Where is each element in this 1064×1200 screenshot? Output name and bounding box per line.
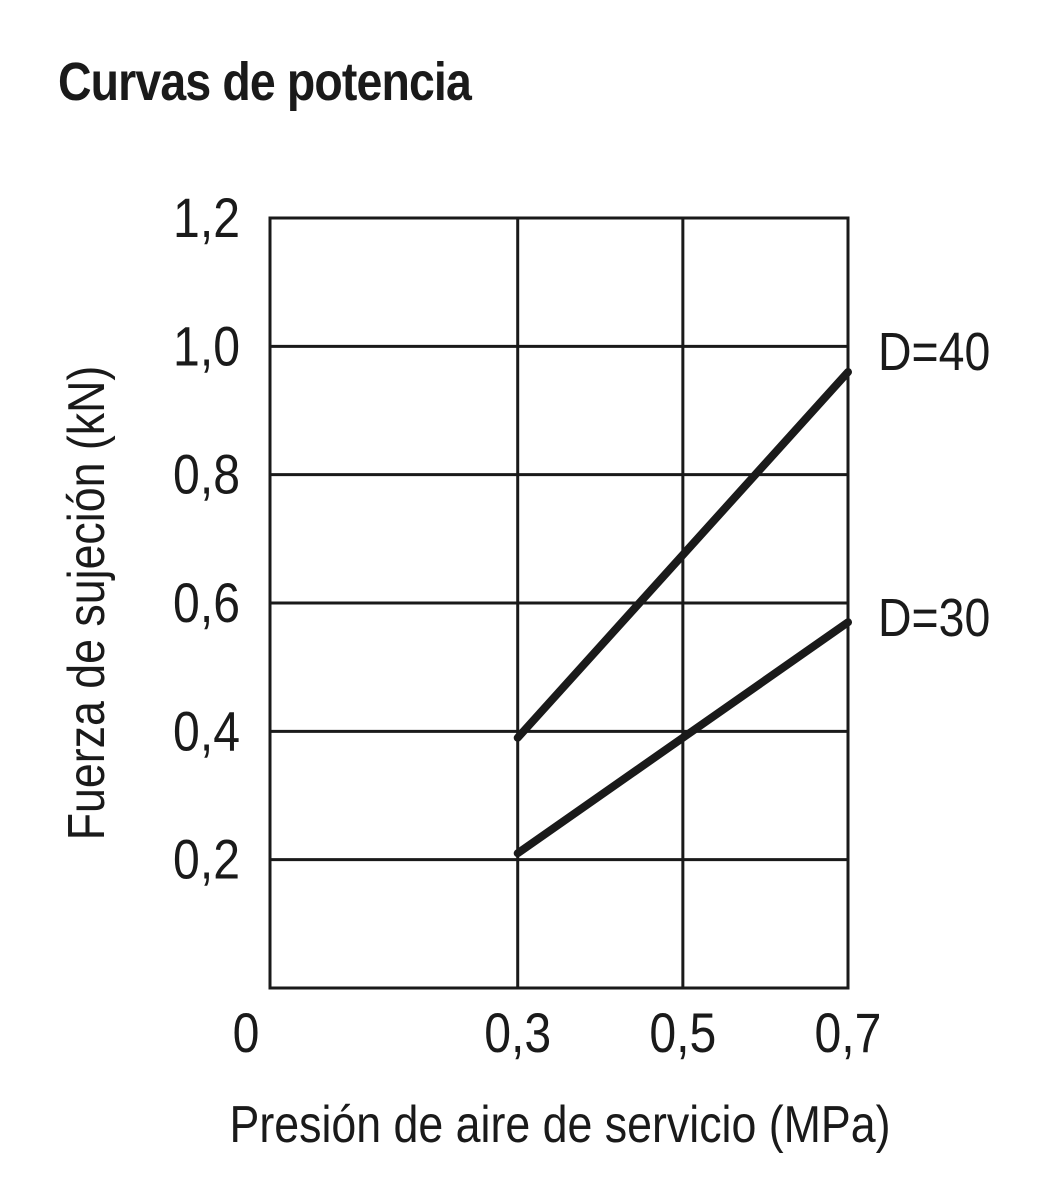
y-tick-label: 0,2 <box>173 829 240 891</box>
plot-border <box>268 216 850 990</box>
series-lines <box>513 368 852 858</box>
x-tick-label: 0 <box>233 1003 260 1065</box>
plot-frame <box>268 216 850 990</box>
x-tick-label: 0,7 <box>815 1003 882 1065</box>
y-tick-label: 1,0 <box>173 316 240 378</box>
chart-title: Curvas de potencia <box>58 52 472 112</box>
x-tick-label: 0,5 <box>649 1003 716 1065</box>
series-line-d-30 <box>513 618 852 858</box>
x-axis-label: Presión de aire de servicio (MPa) <box>230 1096 891 1154</box>
grid <box>270 216 848 988</box>
x-tick-labels: 0 0,3 0,5 0,7 <box>233 1003 882 1065</box>
y-tick-labels: 0,2 0,4 0,6 0,8 1,0 1,2 <box>173 188 240 892</box>
series-labels: D=40 D=30 <box>878 321 990 648</box>
y-axis-label: Fuerza de sujeción (kN) <box>58 366 116 841</box>
y-tick-label: 0,4 <box>173 701 240 763</box>
y-tick-label: 0,6 <box>173 573 240 635</box>
series-line-d-40 <box>513 368 852 742</box>
series-label-d-40: D=40 <box>878 321 990 382</box>
y-tick-label: 1,2 <box>173 188 240 250</box>
y-tick-label: 0,8 <box>173 444 240 506</box>
x-tick-label: 0,3 <box>484 1003 551 1065</box>
series-label-d-30: D=30 <box>878 587 990 648</box>
